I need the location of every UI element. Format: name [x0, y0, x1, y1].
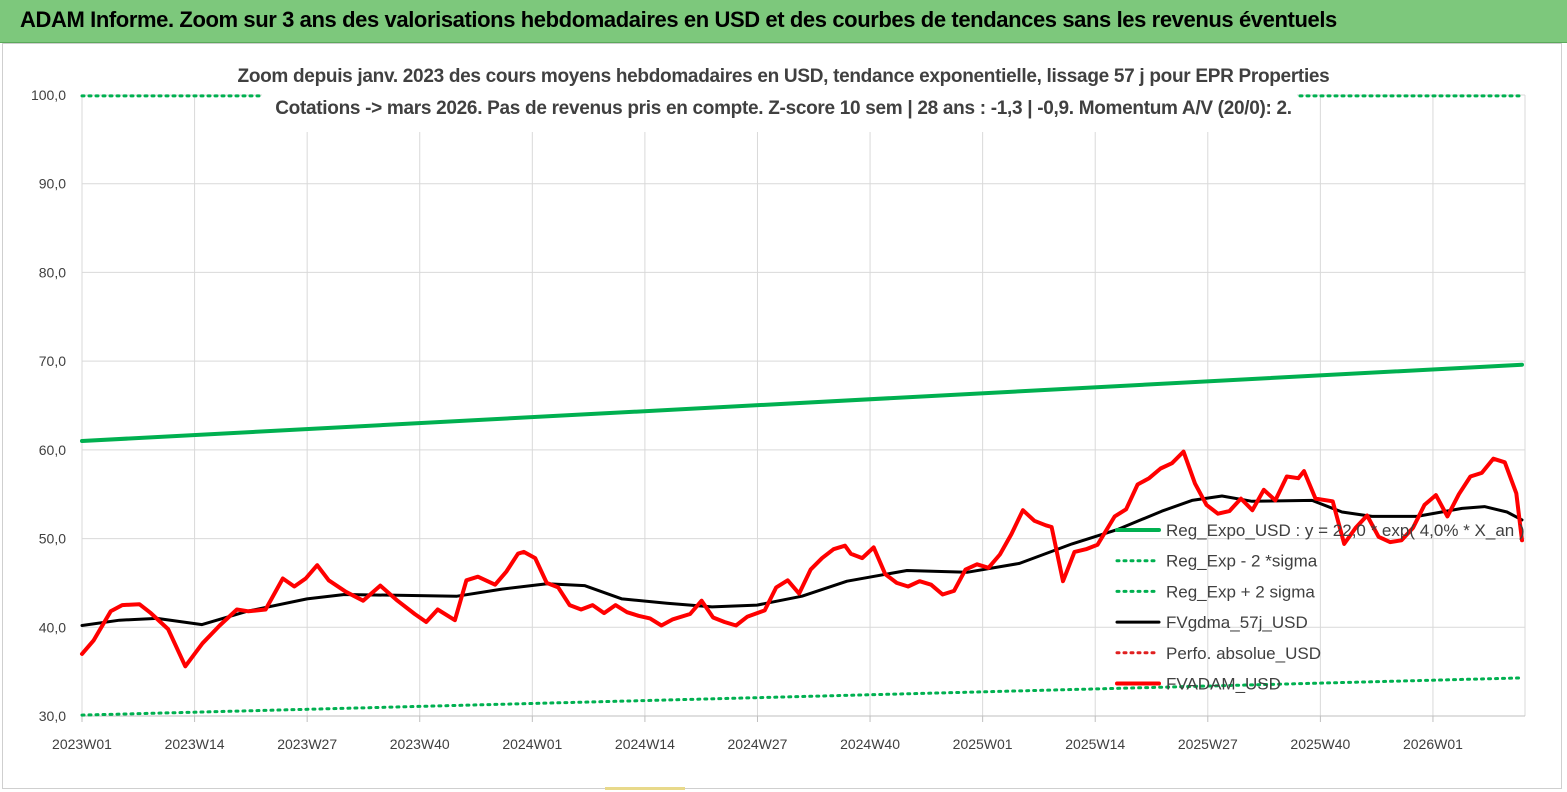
chart-title: Zoom depuis janv. 2023 des cours moyens … — [237, 66, 1330, 87]
x-tick-label: 2025W14 — [1065, 736, 1125, 752]
report-title: ADAM Informe. Zoom sur 3 ans des valoris… — [20, 7, 1337, 32]
y-tick-label: 40,0 — [39, 619, 66, 635]
x-tick-label: 2025W27 — [1178, 736, 1238, 752]
y-tick-label: 60,0 — [39, 442, 66, 458]
title-backdrop — [262, 62, 1297, 132]
series-line-3 — [80, 494, 1524, 627]
legend-label-3: FVgdma_57j_USD — [1166, 613, 1308, 632]
y-tick-label: 80,0 — [39, 264, 66, 280]
chart-frame — [2, 43, 1562, 789]
chart-gridlines — [81, 94, 1526, 722]
legend: Reg_Expo_USD : y = 22,0 * exp( 4,0% * X_… — [1115, 521, 1525, 694]
x-tick-label: 2023W14 — [165, 736, 225, 752]
y-tick-label: 100,0 — [31, 87, 66, 103]
x-axis-ticks: 2023W01 2023W14 2023W27 2023W40 2024W01 2024W… — [52, 736, 1463, 752]
y-axis-ticks: 30,0 40,0 50,0 60,0 70,0 80,0 90,0 100,0 — [31, 87, 66, 724]
legend-label-5: FVADAM_USD — [1166, 675, 1281, 694]
y-tick-label: 30,0 — [39, 708, 66, 724]
x-tick-label: 2024W27 — [728, 736, 788, 752]
legend-label-2: Reg_Exp + 2 sigma — [1166, 582, 1315, 601]
x-tick-label: 2025W40 — [1290, 736, 1350, 752]
legend-label-0: Reg_Expo_USD : y = 22,0 * exp( 4,0% * X_… — [1166, 521, 1525, 540]
y-tick-label: 90,0 — [39, 176, 66, 192]
x-tick-label: 2026W01 — [1403, 736, 1463, 752]
series-line-0 — [80, 362, 1524, 443]
x-tick-label: 2023W27 — [277, 736, 337, 752]
y-tick-label: 50,0 — [39, 531, 66, 547]
bottom-scroll-marker — [605, 787, 685, 790]
x-tick-label: 2024W01 — [502, 736, 562, 752]
chart-subtitle: Cotations -> mars 2026. Pas de revenus p… — [275, 98, 1292, 119]
y-tick-label: 70,0 — [39, 353, 66, 369]
series-lines — [80, 62, 1524, 717]
x-tick-label: 2024W14 — [615, 736, 675, 752]
x-tick-label: 2025W01 — [953, 736, 1013, 752]
x-tick-label: 2024W40 — [840, 736, 900, 752]
x-tick-label: 2023W01 — [52, 736, 112, 752]
legend-label-4: Perfo. absolue_USD — [1166, 644, 1321, 663]
series-line-1 — [80, 676, 1524, 717]
report-header-banner: ADAM Informe. Zoom sur 3 ans des valoris… — [0, 0, 1567, 43]
x-tick-label: 2023W40 — [390, 736, 450, 752]
legend-label-1: Reg_Exp - 2 *sigma — [1166, 552, 1318, 571]
series-line-5 — [80, 449, 1524, 669]
